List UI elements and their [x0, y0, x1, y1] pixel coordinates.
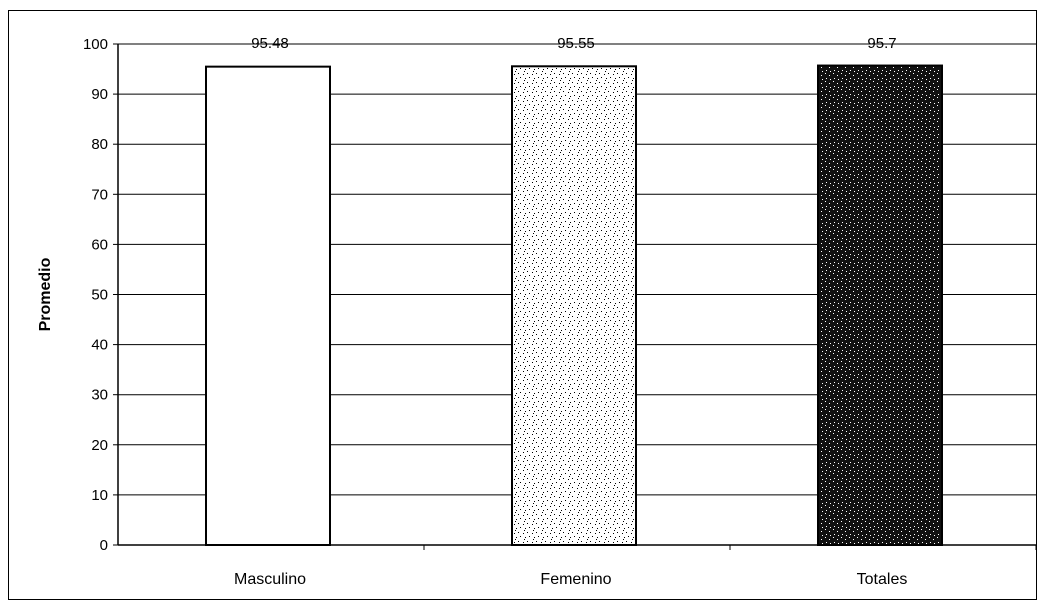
axes: [113, 43, 1037, 550]
bar-femenino: [511, 65, 637, 547]
y-tick-label: 80: [91, 136, 108, 153]
y-tick-label: 90: [91, 86, 108, 103]
y-tick-label: 40: [91, 337, 108, 354]
y-axis-title: Promedio: [37, 257, 54, 331]
bar-totales: [817, 64, 943, 546]
labels: 0 10 20 30 40 50 60 70 80 90 100 95.48 Masculino 95.5…: [83, 35, 907, 588]
x-tick-label: Femenino: [540, 571, 611, 588]
y-tick-label: 100: [83, 36, 108, 53]
y-tick-label: 10: [91, 487, 108, 504]
y-tick-label: 60: [91, 236, 108, 253]
y-tick-label: 30: [91, 387, 108, 404]
y-tick-label: 0: [100, 537, 108, 554]
bars: [205, 64, 943, 547]
y-tick-label: 50: [91, 287, 108, 304]
x-tick-label: Masculino: [234, 571, 306, 588]
y-tick-label: 20: [91, 437, 108, 454]
x-tick-label: Totales: [857, 571, 908, 588]
data-label: 95.48: [251, 35, 289, 52]
data-label: 95.7: [867, 35, 896, 52]
bar-masculino: [205, 65, 331, 546]
y-tick-label: 70: [91, 186, 108, 203]
data-label: 95.55: [557, 35, 595, 52]
